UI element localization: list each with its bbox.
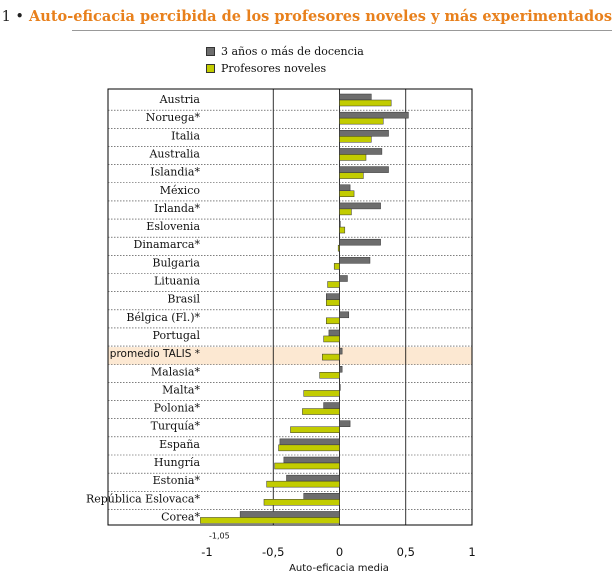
bar-experienced	[339, 238, 381, 246]
chart-title: 1 • Auto-eficacia percibida de los profe…	[0, 8, 612, 25]
bar-experienced	[339, 166, 389, 173]
bar-novice	[303, 390, 340, 397]
legend-swatch-novice	[206, 64, 215, 73]
legend-item-experienced: 3 años o más de docencia	[206, 43, 364, 60]
category-label: República Eslovaca*	[86, 492, 201, 505]
bar-experienced	[339, 257, 371, 264]
bar-experienced	[339, 220, 341, 228]
x-axis-label: Auto-eficacia media	[289, 563, 389, 574]
highlight-row-band	[108, 347, 472, 365]
bar-novice	[266, 480, 340, 488]
category-label: Brasil	[167, 293, 200, 306]
bar-novice	[337, 244, 340, 252]
category-label: Turquía*	[151, 420, 201, 433]
category-label: Polonia*	[154, 402, 201, 415]
bar-experienced	[339, 366, 343, 373]
bar-novice	[326, 317, 340, 325]
bar-experienced	[339, 184, 351, 191]
bar-experienced	[339, 130, 389, 137]
bar-novice	[339, 226, 346, 234]
bar-novice	[339, 136, 372, 143]
bar-novice	[339, 99, 392, 107]
x-tick-label: 0,5	[397, 545, 415, 559]
bar-experienced	[283, 456, 340, 464]
bar-experienced	[339, 93, 372, 101]
category-label: Portugal	[153, 329, 201, 342]
bar-experienced	[279, 438, 340, 446]
legend-label-novice: Profesores noveles	[221, 62, 327, 75]
bar-experienced	[339, 311, 350, 319]
bar-novice	[339, 208, 352, 216]
bar-experienced	[286, 474, 340, 482]
category-label: Bélgica (Fl.)*	[126, 311, 200, 324]
category-label: México	[160, 184, 201, 197]
bar-novice	[274, 462, 340, 470]
bar-experienced	[339, 347, 343, 355]
bar-novice	[263, 499, 340, 506]
category-label: promedio TALIS *	[110, 348, 200, 360]
bar-experienced	[239, 511, 340, 518]
bar-experienced	[303, 493, 340, 500]
category-label: Estonia*	[153, 474, 201, 487]
category-label: Bulgaria	[152, 256, 200, 269]
legend: 3 años o más de docencia Profesores nove…	[206, 43, 364, 77]
legend-swatch-experienced	[206, 47, 215, 56]
x-tick-label: -1	[201, 545, 212, 559]
bar-experienced	[339, 420, 351, 427]
bar-novice	[327, 281, 340, 288]
plot-frame	[107, 88, 473, 526]
bar-novice	[200, 517, 340, 524]
bar-novice	[326, 299, 340, 306]
chart-title-text: Auto-eficacia percibida de los profesore…	[29, 8, 612, 25]
x-tick-label: -0,5	[262, 545, 284, 559]
category-label: Islandia*	[150, 166, 200, 179]
bar-experienced	[339, 148, 383, 155]
category-label: Corea*	[161, 510, 200, 523]
bar-novice	[323, 335, 340, 343]
bar-novice	[319, 372, 340, 379]
bar-novice	[339, 154, 367, 161]
bar-experienced	[339, 202, 381, 210]
legend-label-experienced: 3 años o más de docencia	[221, 45, 364, 58]
bar-novice	[333, 263, 340, 270]
category-label: Lituania	[154, 275, 200, 288]
bar-experienced	[328, 329, 340, 337]
category-label: Eslovenia	[146, 220, 200, 233]
category-label: Hungría	[154, 456, 201, 469]
category-label: Noruega*	[146, 111, 201, 124]
category-label: Austria	[159, 93, 201, 106]
bar-novice	[302, 408, 340, 415]
category-label: Australia	[148, 147, 200, 160]
category-label: Italia	[171, 129, 200, 142]
bar-novice	[339, 172, 364, 179]
bar-novice	[339, 190, 355, 197]
bar-novice	[322, 353, 340, 361]
x-tick-label: 0	[336, 545, 343, 559]
category-label: Irlanda*	[154, 202, 200, 215]
bar-experienced	[339, 384, 341, 391]
bar-novice	[278, 444, 340, 452]
category-label: Malasia*	[151, 365, 201, 378]
category-label: Dinamarca*	[134, 238, 201, 251]
bar-experienced	[339, 111, 409, 119]
x-tick-label: 1	[468, 545, 475, 559]
bar-novice	[339, 117, 384, 125]
title-divider	[72, 30, 612, 31]
category-label: España	[159, 438, 200, 451]
legend-item-novice: Profesores noveles	[206, 60, 364, 77]
category-label: Malta*	[162, 383, 200, 396]
bar-experienced	[323, 402, 340, 409]
annotation-label: -1,05	[209, 532, 230, 541]
bar-experienced	[326, 293, 340, 300]
bar-experienced	[339, 275, 348, 282]
figure-number: 1 •	[1, 9, 24, 25]
bar-novice	[290, 426, 340, 433]
